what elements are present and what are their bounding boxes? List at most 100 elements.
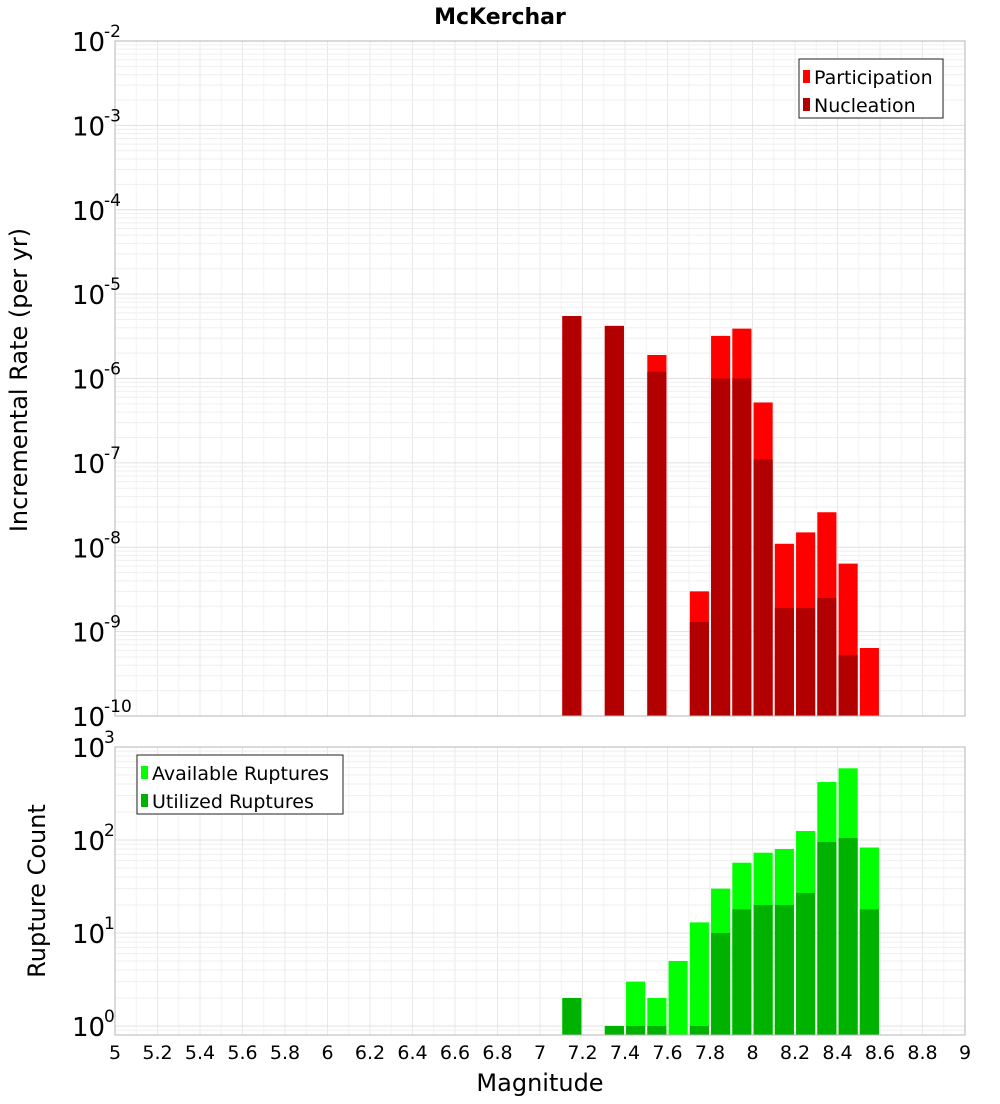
y-tick-base: 10: [72, 450, 105, 480]
x-tick-label: 8: [746, 1042, 758, 1064]
bar-participation: [859, 647, 879, 716]
y-tick-base: 10: [72, 1013, 105, 1043]
y-tick-label: 10-10: [72, 697, 132, 733]
bar-nucleation: [562, 316, 582, 716]
y-tick-exponent: -3: [104, 106, 121, 126]
bar-nucleation: [774, 608, 794, 716]
y-tick-base: 10: [72, 281, 105, 311]
y-tick-exponent: -7: [104, 444, 121, 464]
y-tick-base: 10: [72, 920, 105, 950]
bar-available-ruptures: [626, 981, 646, 1035]
legend-swatch: [141, 794, 148, 807]
legend-box: [136, 754, 344, 815]
x-tick-label: 5: [109, 1042, 121, 1064]
x-tick-label: 7.6: [652, 1042, 682, 1064]
x-tick-label: 6.6: [440, 1042, 470, 1064]
bar-utilized-ruptures: [753, 904, 773, 1035]
y-tick-exponent: 2: [104, 821, 115, 841]
y-tick-label: 10-7: [72, 444, 121, 480]
y-tick-exponent: -9: [104, 613, 121, 633]
bar-nucleation: [817, 598, 837, 716]
bar-utilized-ruptures: [689, 1025, 709, 1035]
y-tick-base: 10: [72, 197, 105, 227]
y-tick-exponent: -4: [104, 191, 121, 211]
x-tick-label: 8.6: [865, 1042, 895, 1064]
bar-nucleation: [753, 459, 773, 716]
x-tick-label: 5.4: [185, 1042, 215, 1064]
y-tick-label: 101: [72, 914, 115, 950]
y-tick-exponent: -8: [104, 528, 121, 548]
y-tick-exponent: 0: [104, 1007, 115, 1027]
bar-utilized-ruptures: [817, 842, 837, 1035]
y-tick-base: 10: [72, 28, 105, 58]
bar-nucleation: [689, 622, 709, 716]
x-tick-label: 8.4: [822, 1042, 852, 1064]
legend-swatch: [803, 70, 810, 83]
bar-available-ruptures: [668, 960, 688, 1035]
bar-nucleation: [796, 608, 816, 716]
y-tick-label: 10-6: [72, 360, 121, 396]
y-tick-base: 10: [72, 734, 105, 764]
legend-label: Utilized Ruptures: [152, 791, 314, 813]
chart-title: McKerchar: [434, 5, 566, 30]
bar-utilized-ruptures: [647, 1025, 667, 1035]
bar-nucleation: [711, 378, 731, 716]
bar-nucleation: [732, 378, 752, 716]
x-axis-label: Magnitude: [476, 1069, 603, 1097]
x-tick-label: 7.2: [567, 1042, 597, 1064]
y-axis-label: Incremental Rate (per yr): [5, 228, 33, 532]
bar-utilized-ruptures: [796, 892, 816, 1035]
x-tick-label: 9: [959, 1042, 971, 1064]
x-tick-label: 6: [321, 1042, 333, 1064]
y-tick-exponent: -10: [104, 697, 132, 717]
bar-nucleation: [838, 654, 858, 716]
bar-utilized-ruptures: [774, 904, 794, 1035]
bar-utilized-ruptures: [838, 838, 858, 1035]
bar-utilized-ruptures: [732, 909, 752, 1035]
y-tick-label: 10-4: [72, 191, 121, 227]
legend-swatch: [141, 766, 148, 779]
y-tick-exponent: 3: [104, 728, 115, 748]
x-tick-label: 5.6: [227, 1042, 257, 1064]
bar-utilized-ruptures: [626, 1025, 646, 1035]
x-tick-label: 6.4: [397, 1042, 427, 1064]
bar-utilized-ruptures: [859, 909, 879, 1035]
y-tick-label: 102: [72, 821, 115, 857]
plot-frame: [114, 746, 966, 1036]
bar-available-ruptures: [647, 997, 667, 1035]
y-tick-base: 10: [72, 703, 105, 733]
x-tick-label: 7.4: [610, 1042, 640, 1064]
y-tick-base: 10: [72, 366, 105, 396]
y-axis-label: Rupture Count: [23, 804, 51, 978]
bar-utilized-ruptures: [562, 997, 582, 1035]
y-tick-label: 100: [72, 1007, 115, 1043]
x-tick-label: 5.8: [270, 1042, 300, 1064]
bar-utilized-ruptures: [711, 932, 731, 1035]
y-tick-label: 103: [72, 728, 115, 764]
y-tick-base: 10: [72, 827, 105, 857]
legend-label: Nucleation: [814, 95, 916, 117]
y-tick-base: 10: [72, 534, 105, 564]
x-tick-label: 8.2: [780, 1042, 810, 1064]
y-tick-label: 10-3: [72, 106, 121, 142]
bar-available-ruptures: [689, 922, 709, 1035]
x-tick-label: 6.8: [482, 1042, 512, 1064]
y-tick-label: 10-5: [72, 275, 121, 311]
plot-frame: [114, 40, 966, 717]
legend-label: Available Ruptures: [152, 763, 329, 785]
x-tick-label: 7: [534, 1042, 546, 1064]
y-tick-base: 10: [72, 619, 105, 649]
bar-nucleation: [647, 371, 667, 716]
legend-swatch: [803, 98, 810, 111]
y-tick-exponent: -6: [104, 360, 121, 380]
y-tick-exponent: -2: [104, 22, 121, 42]
x-tick-label: 5.2: [142, 1042, 172, 1064]
y-tick-label: 10-2: [72, 22, 121, 58]
x-tick-label: 7.8: [695, 1042, 725, 1064]
y-tick-exponent: 1: [104, 914, 115, 934]
legend-label: Participation: [814, 67, 933, 89]
x-tick-label: 8.8: [907, 1042, 937, 1064]
bar-nucleation: [604, 325, 624, 716]
